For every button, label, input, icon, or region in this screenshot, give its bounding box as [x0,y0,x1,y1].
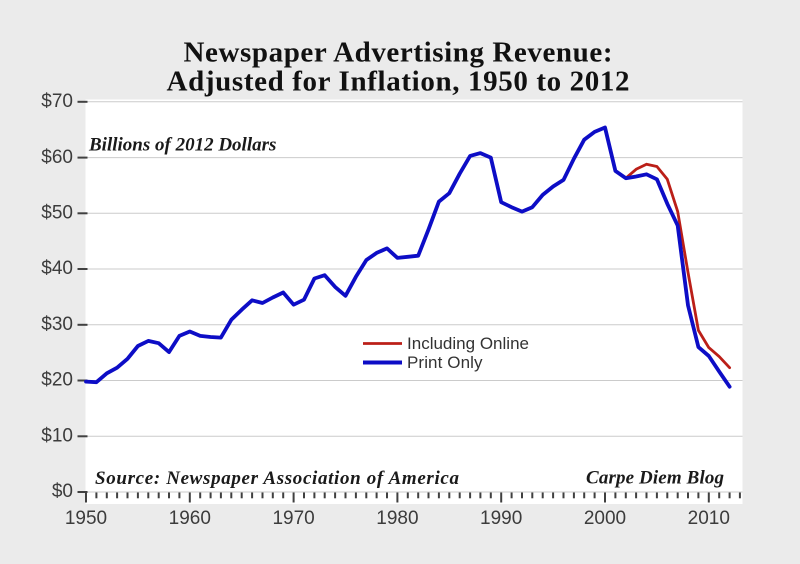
svg-text:1960: 1960 [169,508,211,529]
svg-text:$40: $40 [41,258,73,279]
svg-text:$20: $20 [41,370,73,391]
svg-text:Source: Newspaper Association: Source: Newspaper Association of America [95,468,460,489]
svg-text:2000: 2000 [584,508,626,529]
svg-text:$0: $0 [52,481,73,502]
svg-text:Including Online: Including Online [407,334,529,353]
svg-text:$10: $10 [41,426,73,447]
svg-text:$30: $30 [41,314,73,335]
svg-text:$50: $50 [41,203,73,224]
svg-text:1970: 1970 [272,508,314,529]
svg-text:1990: 1990 [480,508,522,529]
svg-text:Carpe Diem Blog: Carpe Diem Blog [586,468,724,489]
svg-text:Print Only: Print Only [407,353,483,372]
svg-text:Adjusted for Inflation, 1950 t: Adjusted for Inflation, 1950 to 2012 [167,65,630,97]
svg-text:1950: 1950 [65,508,107,529]
svg-text:Newspaper Advertising Revenue:: Newspaper Advertising Revenue: [184,37,613,69]
svg-text:Billions of 2012 Dollars: Billions of 2012 Dollars [88,135,276,156]
svg-text:$60: $60 [41,147,73,168]
svg-text:1980: 1980 [376,508,418,529]
svg-text:2010: 2010 [688,508,730,529]
svg-text:$70: $70 [41,91,73,112]
